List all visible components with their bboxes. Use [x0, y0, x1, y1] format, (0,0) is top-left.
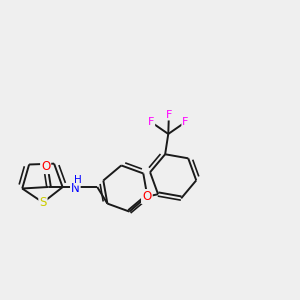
Text: O: O	[142, 190, 151, 203]
Text: F: F	[166, 110, 172, 120]
Text: N: N	[71, 182, 80, 195]
Text: F: F	[182, 117, 189, 127]
Text: S: S	[39, 196, 46, 209]
Text: F: F	[148, 117, 154, 127]
Text: N: N	[143, 190, 152, 203]
Text: H: H	[74, 175, 82, 185]
Text: O: O	[41, 160, 50, 173]
